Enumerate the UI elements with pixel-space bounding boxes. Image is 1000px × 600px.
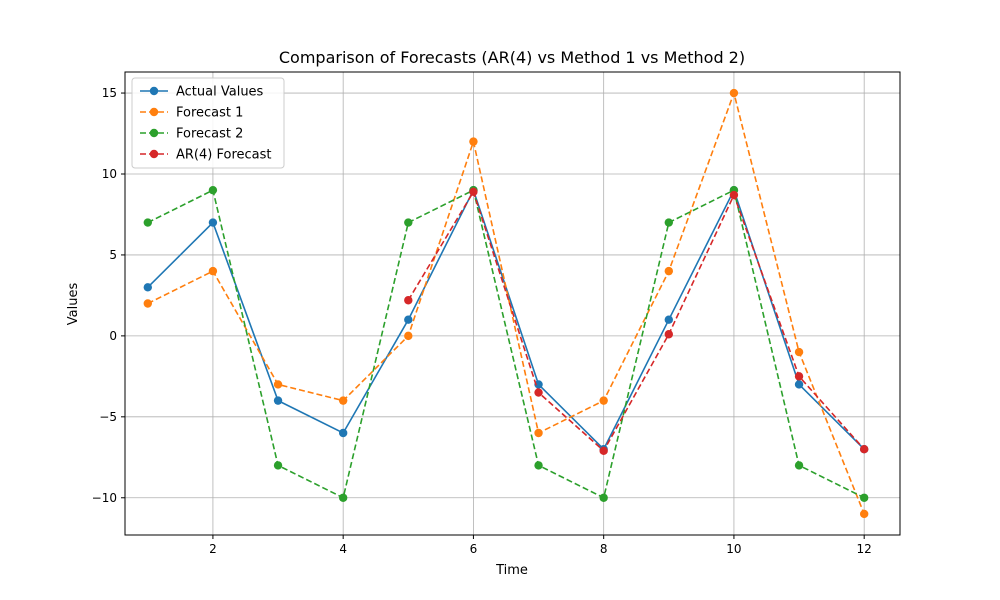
forecast-1-point [469, 137, 478, 146]
actual-values-point [338, 428, 348, 438]
forecast-2-point [404, 218, 413, 227]
actual-values-point [534, 380, 543, 389]
ar-4-forecast-point [469, 187, 478, 196]
legend-label-forecast-2: Forecast 2 [176, 127, 243, 142]
legend-marker-forecast-1 [149, 107, 159, 117]
ar-4-forecast-point [534, 388, 543, 397]
forecast-1-point [664, 266, 674, 276]
legend-marker-ar-4-forecast [149, 149, 159, 159]
forecast-2-point [143, 218, 152, 227]
y-tick-label: 15 [102, 86, 117, 100]
forecast-1-point [404, 331, 413, 341]
actual-values-point [273, 396, 283, 405]
y-axis-label: Values [66, 283, 81, 326]
ticks: 2 4 6 8 10 12 −10 −5 0 5 10 15 [92, 86, 872, 556]
forecast-2-point [859, 493, 869, 502]
x-tick-label: 12 [857, 542, 872, 556]
forecast-2-line [147, 189, 865, 499]
actual-values-point [794, 380, 804, 389]
y-tick-label: −10 [92, 491, 117, 505]
forecast-1-point [338, 396, 348, 405]
forecast-2-point [664, 218, 674, 227]
ar-4-forecast-point [859, 444, 869, 454]
plot-frame [124, 71, 901, 536]
ar-4-forecast-point [404, 296, 413, 305]
legend-label-forecast-1: Forecast 1 [176, 106, 243, 121]
forecast-1-point [208, 266, 218, 276]
forecast-1-point [599, 396, 608, 405]
x-tick-label: 6 [470, 542, 478, 556]
forecast-2-point [338, 493, 348, 502]
legend-marker-forecast-2 [149, 128, 159, 138]
forecast-2-point [599, 493, 608, 502]
x-axis-label: Time [495, 563, 528, 578]
forecast-2-point [534, 461, 543, 470]
forecast-1-point [534, 428, 543, 438]
legend-marker-actual-values [149, 86, 159, 96]
y-tick-label: 5 [109, 248, 117, 262]
forecast-1-point [859, 509, 869, 519]
x-tick-label: 2 [209, 542, 217, 556]
ar-4-forecast-point [729, 190, 739, 200]
actual-values-point [208, 218, 218, 227]
y-tick-label: 0 [109, 329, 117, 343]
forecast-2-point [273, 461, 283, 470]
legend: Actual Values Forecast 1 Forecast 2 AR(4) F… [131, 77, 285, 169]
x-tick-label: 10 [726, 542, 741, 556]
forecast-2-point [794, 461, 804, 470]
forecast-2-point [208, 185, 218, 195]
legend-label-actual-values: Actual Values [176, 85, 264, 100]
x-tick-label: 8 [600, 542, 608, 556]
ar-4-forecast-point [599, 446, 608, 456]
actual-values-point [404, 315, 413, 324]
forecast-1-point [794, 347, 804, 357]
ar-4-forecast-point [794, 372, 804, 381]
legend-box [131, 77, 285, 169]
forecast-1-point [273, 380, 283, 389]
forecast-1-point [143, 299, 152, 308]
ar-4-forecast-line [407, 189, 865, 453]
y-tick-label: 10 [102, 167, 117, 181]
series-layer [143, 88, 869, 519]
x-tick-label: 4 [339, 542, 347, 556]
legend-label-ar-4-forecast: AR(4) Forecast [176, 148, 271, 163]
forecast-1-point [729, 88, 739, 98]
y-tick-label: −5 [99, 410, 117, 424]
actual-values-point [143, 283, 152, 292]
actual-values-point [664, 315, 674, 324]
forecast-1-line [147, 90, 865, 515]
chart-title: Comparison of Forecasts (AR(4) vs Method… [279, 48, 745, 67]
ar-4-forecast-point [664, 330, 674, 339]
